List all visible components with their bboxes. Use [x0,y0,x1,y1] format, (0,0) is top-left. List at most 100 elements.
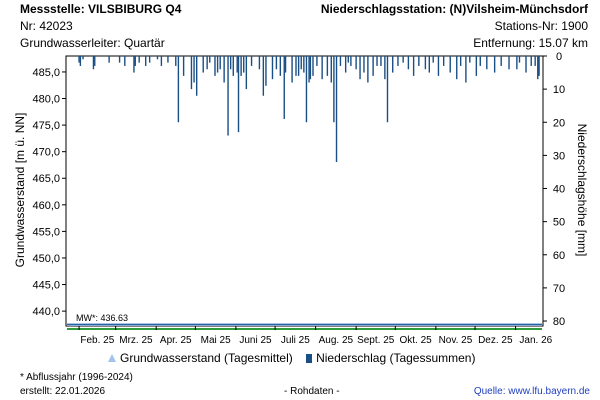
x-tick-label: Dez. 25 [478,335,513,346]
source-link[interactable]: www.lfu.bayern.de [508,386,590,397]
precip-bar [209,56,211,63]
x-tick-label: Feb. 25 [80,335,114,346]
precip-bar [525,56,527,73]
precip-bar [108,56,110,63]
precip-bar [202,56,204,73]
plot-area [65,55,544,327]
precip-bar [265,56,267,86]
precip-bar [538,56,540,76]
precip-bar [518,56,521,63]
x-tick-label: Juli 25 [281,335,310,346]
precip-bar [177,56,180,123]
precip-bar [243,56,245,73]
precip-bar [312,56,314,76]
precip-bar [297,56,300,76]
precip-bar [380,56,382,66]
precip-bar [397,56,399,66]
precip-bar [418,56,420,66]
precip-bar [493,56,496,73]
right-tick-label: 50 [553,217,565,229]
x-tick-label: Nov. 25 [439,335,473,346]
precip-bar [465,56,467,83]
precip-bar [392,56,394,73]
precip-bar [456,56,458,80]
groundwater-area [67,324,542,326]
precip-bar [424,56,427,70]
x-tick-label: Mrz. 25 [119,335,153,346]
aquifer-label: Grundwasserleiter: Quartär [20,36,165,50]
precip-bar [475,56,478,76]
precip-bar [133,56,135,73]
bar-icon [306,354,313,363]
x-tick-label: Juni 25 [239,335,272,346]
raw-data-label: - Rohdaten - [284,386,340,397]
precip-bar [407,56,410,70]
precip-bar [190,56,193,90]
precip-bar [236,56,238,73]
source-prefix: Quelle: [473,386,509,397]
precip-bar [347,56,349,63]
precip-station-title: Niederschlagsstation: (N)Vilsheim-Münchs… [320,2,588,16]
precip-bar [182,56,185,76]
precip-bar [402,56,404,63]
precip-bar [367,56,369,83]
precip-bar [459,56,462,66]
x-tick-label: Sept. 25 [357,335,395,346]
mw-label: MW*: 436.63 [76,313,128,323]
right-tick-label: 10 [553,84,565,96]
precip-bar [412,56,415,76]
precip-bar [283,56,285,119]
x-tick-label: Mai 25 [201,335,231,346]
precip-bar [214,56,216,76]
right-tick-label: 20 [553,117,565,129]
precip-bar [167,56,169,63]
right-tick-label: 80 [553,316,565,328]
precip-bar [479,56,481,66]
legend-precipitation: Niederschlag (Tagessummen) [306,351,475,365]
precip-bar [271,56,274,80]
x-tick-label: Aug. 25 [319,335,354,346]
left-tick-label: 465,0 [32,173,60,185]
created-date: erstellt: 22.01.2026 [20,386,106,397]
precip-bar [372,56,374,76]
precip-bar [284,56,287,73]
precip-bar [359,56,361,80]
precip-bar [245,56,248,90]
precip-bar [339,56,342,66]
x-tick-label: Apr. 25 [160,335,192,346]
precip-bar [250,56,253,66]
x-tick-label: Jan. 26 [519,335,552,346]
left-tick-label: 485,0 [32,67,60,79]
precip-bar [308,56,310,83]
precip-bar [216,56,219,73]
legend: Grundwasserstand (Tagesmittel) Niedersch… [108,351,485,365]
right-tick-label: 0 [556,51,562,63]
precip-bar [79,56,82,66]
station-title: Messstelle: VILSBIBURG Q4 [20,2,182,16]
precip-bar [530,56,532,66]
left-tick-label: 450,0 [32,253,60,265]
precip-bar [442,56,445,66]
station-number: Nr: 42023 [20,19,73,33]
left-tick-label: 480,0 [32,94,60,106]
precip-bar [508,56,510,70]
precip-bar [516,56,518,70]
right-tick-label: 40 [553,184,565,196]
precip-bar [326,56,329,76]
precip-bar [229,56,232,70]
precip-bar [363,56,365,73]
precip-bar [355,56,357,70]
left-tick-label: 440,0 [32,306,60,318]
precip-bar [275,56,278,70]
precip-bar [240,56,242,76]
precip-bar [335,56,338,163]
distance-label: Entfernung: 15.07 km [473,36,588,50]
right-tick-label: 30 [553,150,565,162]
left-tick-label: 445,0 [32,280,60,292]
right-tick-label: 70 [553,283,565,295]
precip-bar [305,56,308,123]
precip-bar [333,56,335,123]
precip-station-number: Stations-Nr: 1900 [494,19,588,33]
precip-bar [303,56,305,73]
precip-bar [449,56,451,73]
